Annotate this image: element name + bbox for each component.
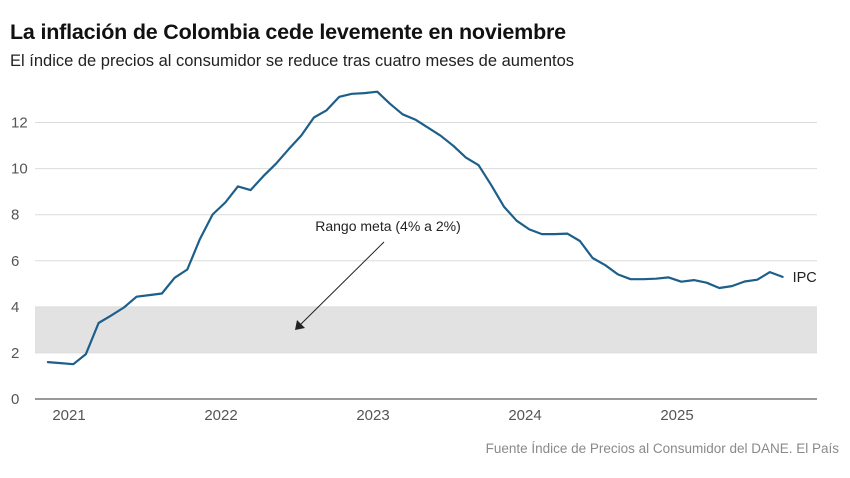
ipc-series-line <box>46 90 784 366</box>
target-range-band <box>35 306 817 353</box>
x-tick-label: 2025 <box>660 407 693 424</box>
chart-title: La inflación de Colombia cede levemente … <box>10 20 566 44</box>
y-tick-label: 2 <box>11 345 19 362</box>
chart-subtitle: El índice de precios al consumidor se re… <box>10 52 575 70</box>
band-annotation-arrow <box>297 241 385 328</box>
y-tick-label: 4 <box>11 299 19 316</box>
series-label-ipc: IPC <box>793 270 817 286</box>
y-tick-label: 6 <box>11 253 19 270</box>
band-annotation-arrowhead <box>295 320 305 330</box>
y-tick-label: 12 <box>11 115 28 132</box>
y-tick-label: 8 <box>11 207 19 224</box>
x-tick-label: 2022 <box>204 407 237 424</box>
chart-source: Fuente Índice de Precios al Consumidor d… <box>485 441 839 456</box>
y-tick-label: 10 <box>11 161 28 178</box>
x-tick-label: 2024 <box>508 407 541 424</box>
y-tick-label: 0 <box>11 391 19 408</box>
band-annotation-label: Rango meta (4% a 2%) <box>315 218 461 234</box>
x-tick-label: 2021 <box>52 407 85 424</box>
x-tick-label: 2023 <box>356 407 389 424</box>
